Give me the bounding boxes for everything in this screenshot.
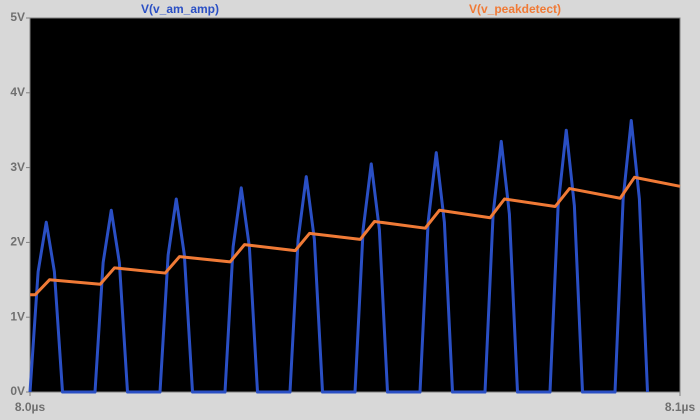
x-tick-label: 8.1µs [665,400,696,414]
y-tick-label: 3V [10,160,25,174]
y-tick-label: 0V [10,384,25,398]
series-line [28,118,649,394]
legend-label: V(v_peakdetect) [469,2,561,16]
series-line [30,175,681,297]
legend-label: V(v_am_amp) [141,2,219,16]
y-tick-label: 1V [10,309,25,323]
y-tick-label: 4V [10,85,25,99]
plot-area [29,17,681,393]
x-tick-label: 8.0µs [15,400,46,414]
y-tick-label: 2V [10,235,25,249]
y-tick-label: 5V [10,10,25,24]
